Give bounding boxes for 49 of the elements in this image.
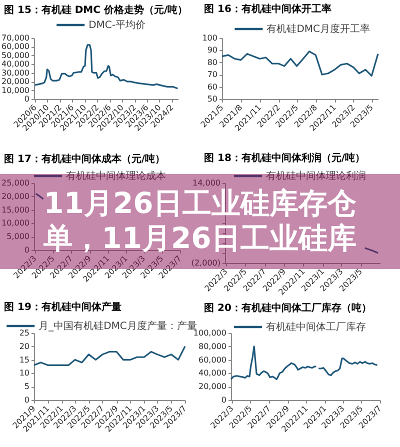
chart-title: 图 20：有机硅中间体工厂库存（吨）: [204, 302, 372, 314]
y-tick-label: 10,000: [2, 218, 30, 228]
y-tick-label: 0: [24, 246, 30, 254]
y-tick-label: 50,000: [2, 50, 30, 60]
y-tick-label: 5,000: [6, 232, 30, 242]
y-tick-label: 20,000: [198, 382, 226, 392]
annotation: 11月26日工业硅库存仓: [44, 186, 356, 220]
y-tick-label: 90: [207, 46, 218, 55]
y-tick-label: 80: [207, 58, 218, 67]
line-series: [221, 50, 379, 77]
chart-title: 图 17：有机硅中间体成本（元/吨）: [4, 153, 166, 165]
line-series: [34, 44, 178, 90]
y-tick-label: 70,000: [2, 34, 30, 42]
chart-title: 图 16：有机硅中间体开工率: [204, 3, 332, 15]
y-tick-label: 20,000: [2, 77, 30, 86]
chart-title: 图 15：有机硅 DMC 价格走势（元/吨）: [4, 4, 188, 16]
line-series: [33, 346, 186, 366]
chart-title: 图 18：有机硅中间体利润（元/吨）: [204, 152, 366, 164]
legend-label: 有机硅中间体理论成本: [66, 170, 166, 182]
y-tick-label: 60,000: [198, 355, 226, 364]
legend-label: 有机硅中间体理论利润: [266, 170, 366, 182]
y-tick-label: 20: [19, 342, 30, 351]
y-tick-label: 40,000: [2, 60, 30, 69]
legend-label: 有机硅中间体工厂库存: [266, 321, 366, 333]
annotation: 单，11月26日工业硅库: [42, 221, 356, 255]
y-tick-label: 10: [19, 368, 30, 378]
y-tick-label: 20,000: [2, 192, 30, 201]
y-tick-label: 50: [207, 94, 218, 104]
y-tick-label: 15: [19, 355, 30, 364]
y-tick-label: 100: [202, 34, 218, 42]
legend-label: DMC-平均价: [88, 19, 146, 31]
chart-title: 图 19：有机硅中间体产量: [4, 301, 122, 313]
y-tick-label: 60: [207, 82, 218, 92]
y-tick-label: 40,000: [198, 368, 226, 378]
legend-label: 有机硅DMC月度开工率: [266, 23, 370, 35]
y-tick-label: 60,000: [2, 42, 30, 52]
y-tick-label: 30,000: [2, 68, 30, 78]
y-tick-label: 25,000: [2, 178, 30, 188]
y-tick-label: 0: [24, 94, 30, 104]
y-tick-label: 0: [24, 396, 30, 404]
y-tick-label: 15,000: [2, 205, 30, 214]
y-tick-label: 5: [24, 382, 30, 392]
y-tick-label: (2,000): [191, 258, 220, 268]
y-tick-label: 70: [207, 70, 218, 80]
y-tick-label: 0: [221, 396, 226, 404]
y-tick-label: 80,000: [198, 342, 226, 351]
y-tick-label: 10,000: [2, 86, 30, 95]
y-tick-label: 14,000: [192, 178, 220, 188]
y-tick-label: 25: [19, 328, 30, 338]
